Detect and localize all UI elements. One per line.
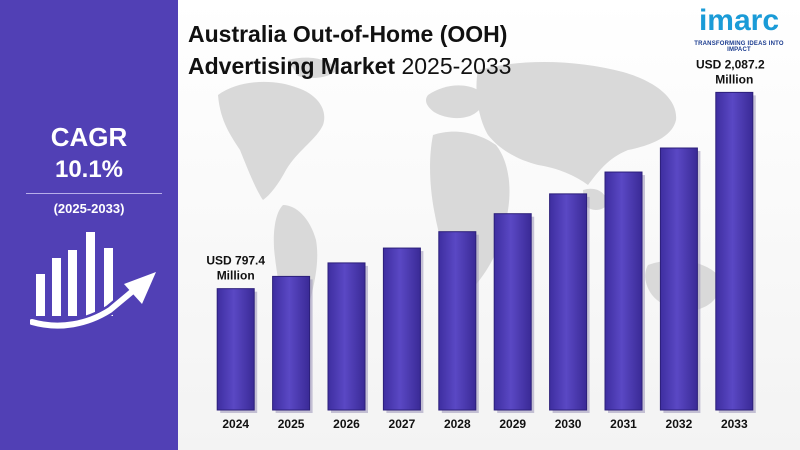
bars-group [216,91,756,414]
cagr-divider [26,193,162,194]
growth-chart-arrow-icon [30,232,156,332]
cagr-label: CAGR [50,122,128,152]
logo-word: imarc [698,4,780,37]
bar-2029 [493,213,532,411]
imarc-logo: imarc TRANSFORMING IDEAS INTO IMPACT [683,4,795,54]
category-label-2033: 2033 [721,417,748,431]
first-bar-label-value: USD 797.4 [206,254,265,268]
cagr-period: (2025-2033) [53,201,125,216]
chart-title-years: 2025-2033 [401,53,512,79]
chart-title: Australia Out-of-Home (OOH) Advertising … [188,18,588,82]
category-label-2029: 2029 [499,417,526,431]
category-label-2032: 2032 [666,417,693,431]
chart-title-line2-start: Advertising Market [188,53,402,79]
category-label-2025: 2025 [278,417,305,431]
bar-2030 [549,193,588,411]
bar-2032 [659,147,698,411]
chart-title-line2: Advertising Market 2025-2033 [188,50,588,82]
category-label-2031: 2031 [610,417,637,431]
cagr-sidebar: CAGR 10.1% (2025-2033) [0,0,178,450]
category-label-2030: 2030 [555,417,582,431]
cagr-value: 10.1% [54,156,124,183]
category-label-2024: 2024 [222,417,249,431]
bar-2025 [272,275,311,411]
category-label-2028: 2028 [444,417,471,431]
category-label-2026: 2026 [333,417,360,431]
last-bar-label-unit: Million [715,72,753,86]
bar-2028 [438,231,477,411]
first-bar-label-unit: Million [217,269,255,283]
world-map-background [218,57,720,335]
bar-2024 [216,288,255,411]
logo-tagline: TRANSFORMING IDEAS INTO IMPACT [694,41,784,53]
bar-2031 [604,171,643,411]
chart-title-line1: Australia Out-of-Home (OOH) [188,21,508,47]
last-bar-label-value: USD 2,087.2 [696,57,765,71]
category-labels-group: 2024 2025 2026 2027 2028 2029 2030 2031 2032 2033 [222,417,748,431]
bar-2033 [715,91,754,411]
bar-2027 [382,247,421,411]
category-label-2027: 2027 [389,417,416,431]
bar-2026 [327,262,366,411]
